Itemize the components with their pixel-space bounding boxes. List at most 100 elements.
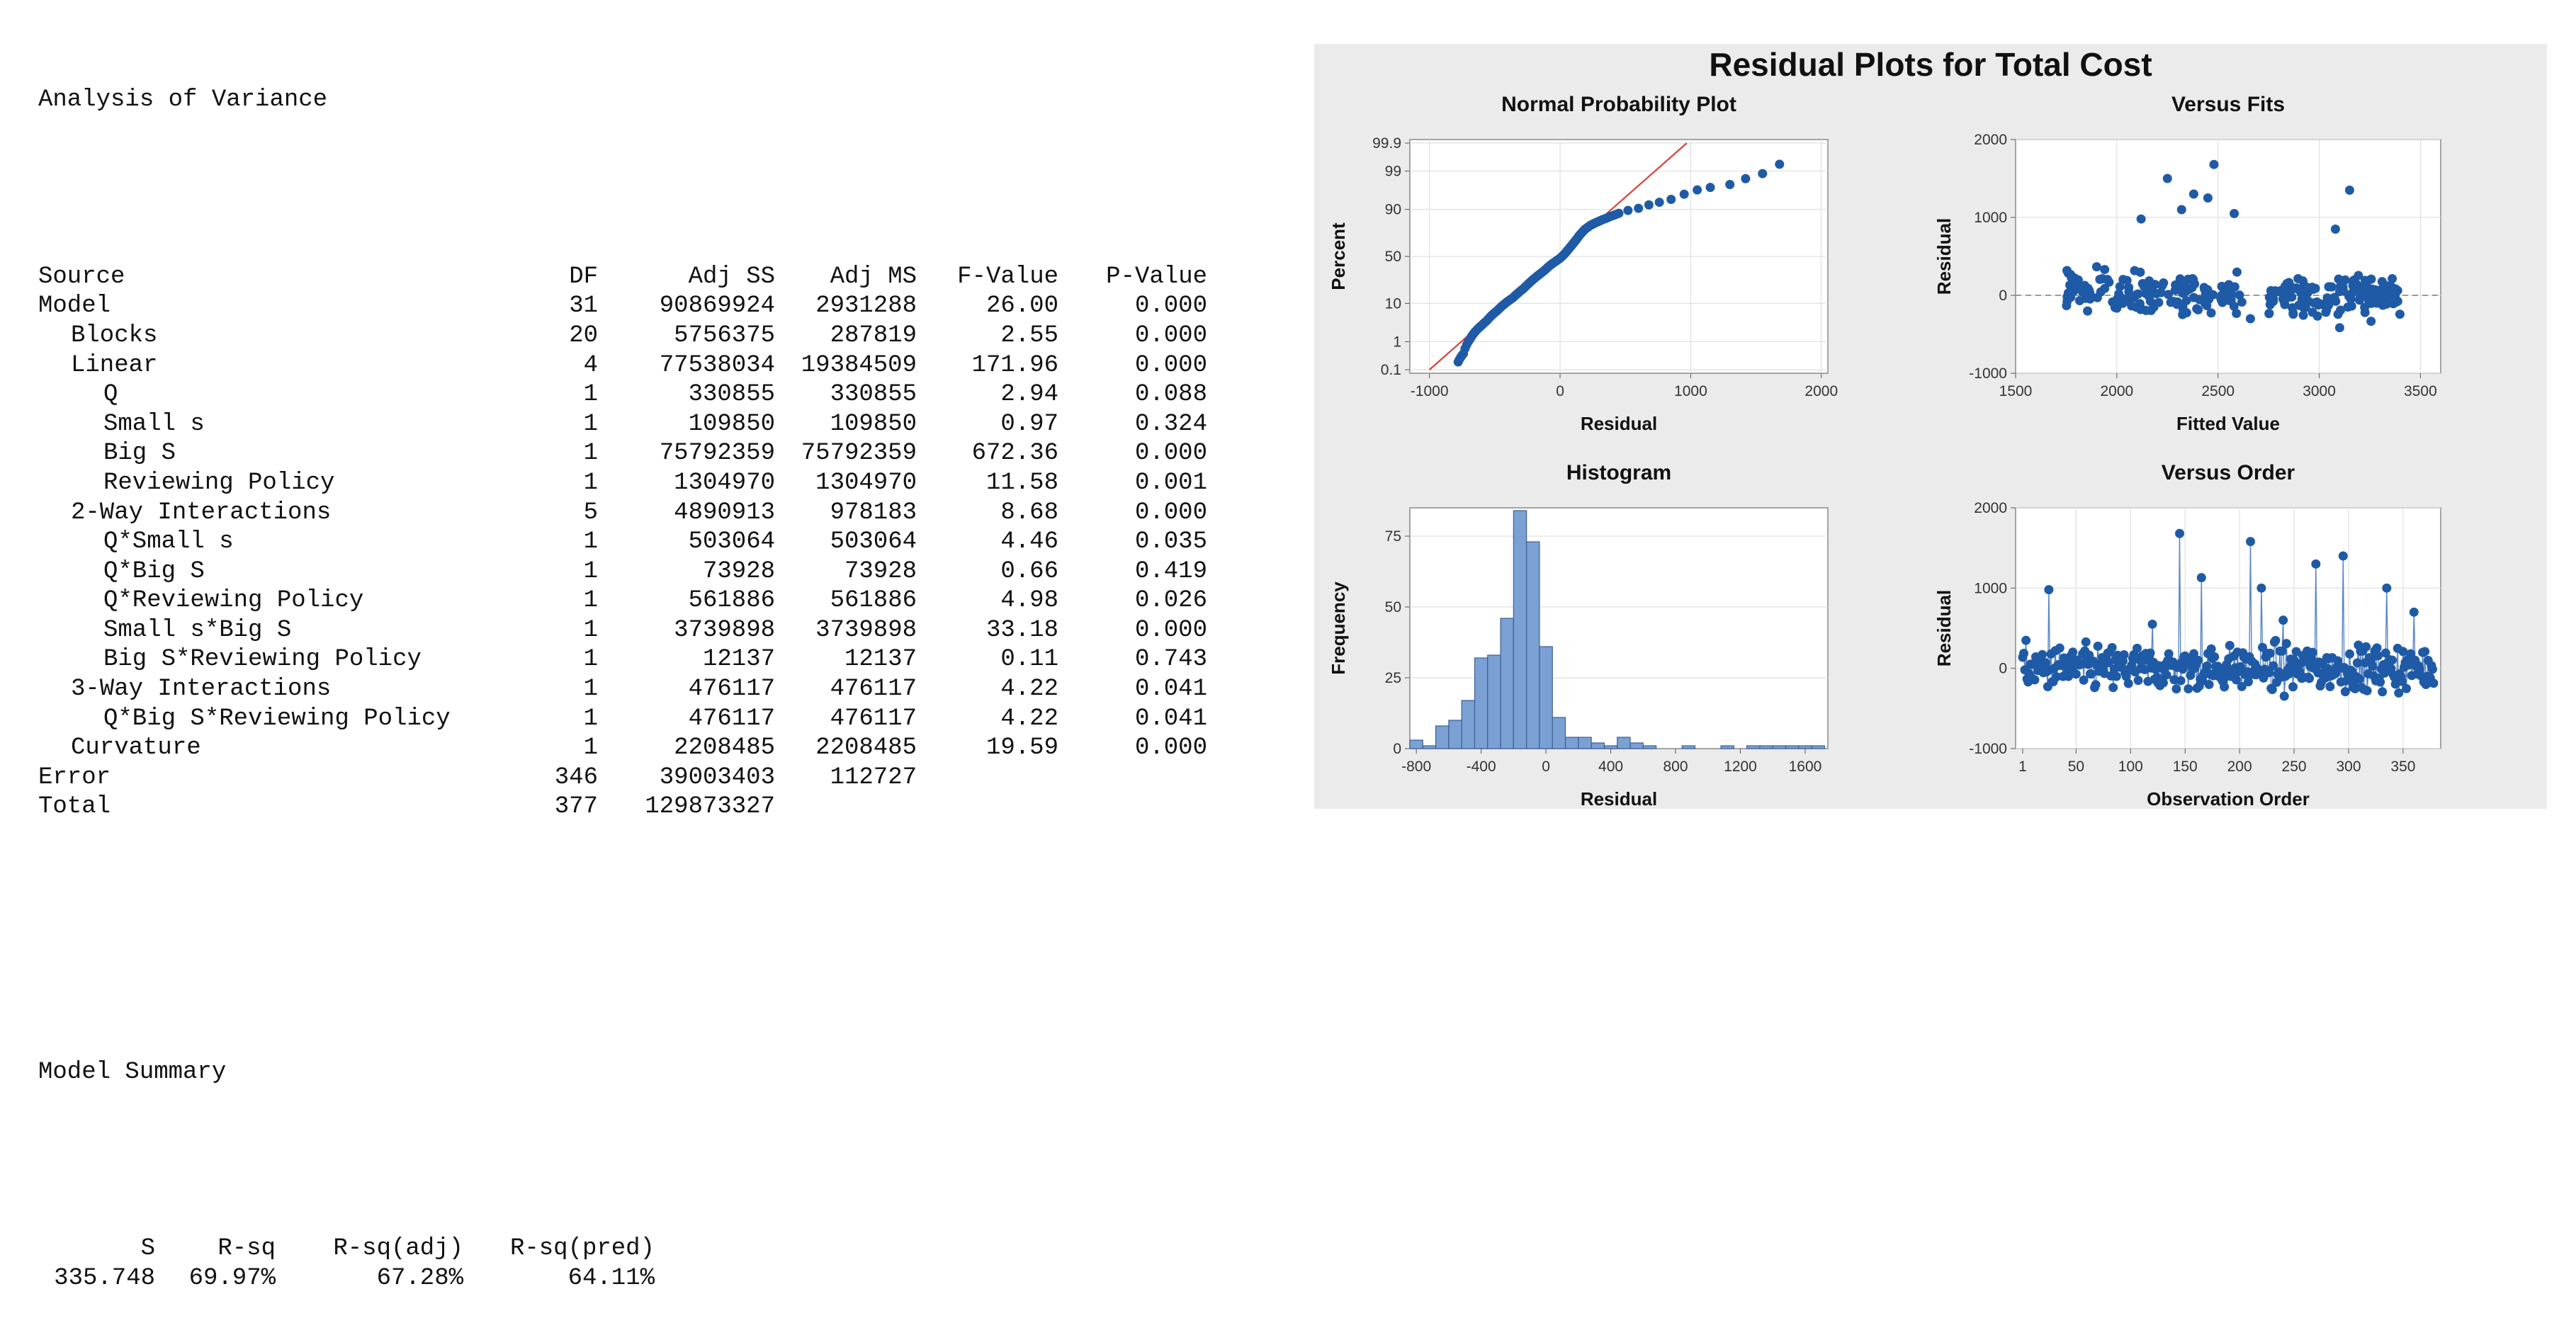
histogram-bar [1603, 745, 1618, 749]
source-cell: Q*Small s [103, 528, 234, 556]
histogram-bar [1772, 745, 1787, 749]
source-cell: Blocks [71, 322, 158, 349]
plot-title: Normal Probability Plot [1501, 93, 1736, 116]
f-value-cell: 4.22 [1000, 676, 1058, 703]
adj-ss-cell: 77538034 [659, 351, 775, 379]
data-point [2178, 310, 2188, 319]
f-value-cell: 0.66 [1000, 557, 1058, 585]
anova-title: Analysis of Variance [38, 86, 1243, 115]
data-point [2345, 649, 2355, 659]
y-tick-label: 1000 [1974, 210, 2007, 226]
x-tick-label: 250 [2282, 759, 2307, 775]
model-summary-value: 69.97% [188, 1264, 276, 1292]
y-axis-label: Residual [1933, 218, 1955, 295]
f-value-cell: 2.55 [1000, 322, 1058, 349]
adj-ms-cell: 12137 [844, 646, 917, 674]
data-point [2216, 295, 2226, 305]
data-point [2184, 684, 2193, 694]
data-point [2311, 559, 2321, 569]
data-point [2427, 664, 2437, 674]
y-axis-label: Residual [1933, 590, 1955, 666]
data-point [2132, 643, 2142, 653]
df-cell: 377 [554, 793, 598, 821]
anova-title-text: Analysis of Variance [38, 86, 328, 114]
df-cell: 1 [583, 528, 598, 556]
adj-ss-cell: 561886 [688, 587, 775, 615]
df-cell: 1 [583, 410, 598, 438]
data-point [2232, 308, 2242, 318]
f-value-cell: 8.68 [1000, 499, 1058, 526]
data-point [2067, 273, 2077, 283]
source-cell: 2-Way Interactions [71, 499, 332, 526]
adj-ms-cell: 112727 [830, 763, 917, 791]
f-value-cell: 0.11 [1000, 646, 1058, 674]
adj-ss-cell: 330855 [688, 381, 775, 409]
y-tick-label: 2000 [1974, 132, 2007, 148]
data-point [2366, 317, 2376, 327]
adj-ss-cell: 1304970 [674, 469, 775, 496]
y-tick-label: 10 [1385, 295, 1401, 312]
anova-row: 2-Way Interactions 5 4890913 978183 8.68 0.00… [38, 499, 1243, 528]
data-point [2368, 661, 2378, 671]
source-cell: Model [38, 293, 111, 320]
y-tick-label: -1000 [1969, 741, 2007, 757]
data-point [2395, 310, 2405, 319]
data-point [2200, 284, 2210, 294]
data-point [1758, 169, 1768, 178]
data-point [2298, 310, 2308, 320]
df-cell: 1 [583, 440, 598, 467]
data-point [2376, 677, 2385, 687]
adj-ss-cell: 12137 [702, 646, 775, 674]
model-summary-header-row: S R-sq R-sq(adj) R-sq(pred) [38, 1234, 1243, 1264]
anova-row: Q 1 330855 330855 2.94 0.088 [38, 380, 1243, 410]
data-point [2122, 276, 2132, 285]
adj-ms-cell: 503064 [830, 528, 917, 556]
f-value-cell: 0.97 [1000, 410, 1058, 438]
data-point [2382, 583, 2392, 593]
data-point [2372, 643, 2382, 653]
data-point [2190, 279, 2200, 289]
data-point [2271, 635, 2281, 645]
adj-ms-cell: 978183 [830, 499, 917, 526]
adj-ms-cell: 109850 [830, 410, 917, 438]
adj-ss-cell: 476117 [688, 705, 775, 732]
df-cell: 1 [583, 646, 598, 674]
data-point [2147, 288, 2157, 298]
x-tick-label: 800 [1663, 759, 1688, 775]
df-cell: 346 [554, 763, 598, 791]
data-point [2107, 642, 2117, 652]
model-summary-header: S [140, 1235, 155, 1263]
model-summary-values-row: 335.748 69.97% 67.28% 64.11% [38, 1264, 1243, 1294]
data-point [2044, 585, 2054, 595]
anova-row: Q*Big S*Reviewing Policy 1 476117 476117 4.2… [38, 705, 1243, 734]
x-tick-label: 1600 [1789, 759, 1822, 775]
anova-row: Big S*Reviewing Policy 1 12137 12137 0.11 0.7… [38, 645, 1243, 675]
data-point [2324, 300, 2334, 310]
data-point [2200, 298, 2210, 308]
data-point [2256, 583, 2266, 593]
data-point [2188, 189, 2198, 199]
data-point [2204, 679, 2214, 689]
p-value-cell: 0.035 [1134, 528, 1207, 556]
histogram-bar [1448, 720, 1462, 749]
model-summary-title: Model Summary [38, 1058, 1243, 1088]
y-tick-label: -1000 [1969, 365, 2007, 382]
anova-row: Linear 4 77538034 19384509 171.96 0.000 [38, 351, 1243, 381]
data-point [2390, 285, 2400, 295]
y-tick-label: 90 [1385, 202, 1401, 218]
data-point [2277, 646, 2287, 656]
spacer [38, 881, 1243, 911]
histogram-bar [1642, 745, 1657, 749]
data-point [2210, 652, 2220, 662]
data-point [2334, 323, 2344, 333]
col-header-df: DF [569, 263, 598, 290]
data-point [2367, 284, 2377, 294]
adj-ms-cell: 75792359 [801, 440, 917, 467]
data-point [2313, 298, 2323, 308]
x-tick-label: 0 [1542, 759, 1550, 775]
anova-row: Q*Big S 1 73928 73928 0.66 0.419 [38, 557, 1243, 587]
adj-ms-cell: 561886 [830, 587, 917, 615]
adj-ss-cell: 73928 [702, 557, 775, 585]
source-cell: Reviewing Policy [103, 469, 335, 496]
adj-ms-cell: 287819 [830, 322, 917, 349]
